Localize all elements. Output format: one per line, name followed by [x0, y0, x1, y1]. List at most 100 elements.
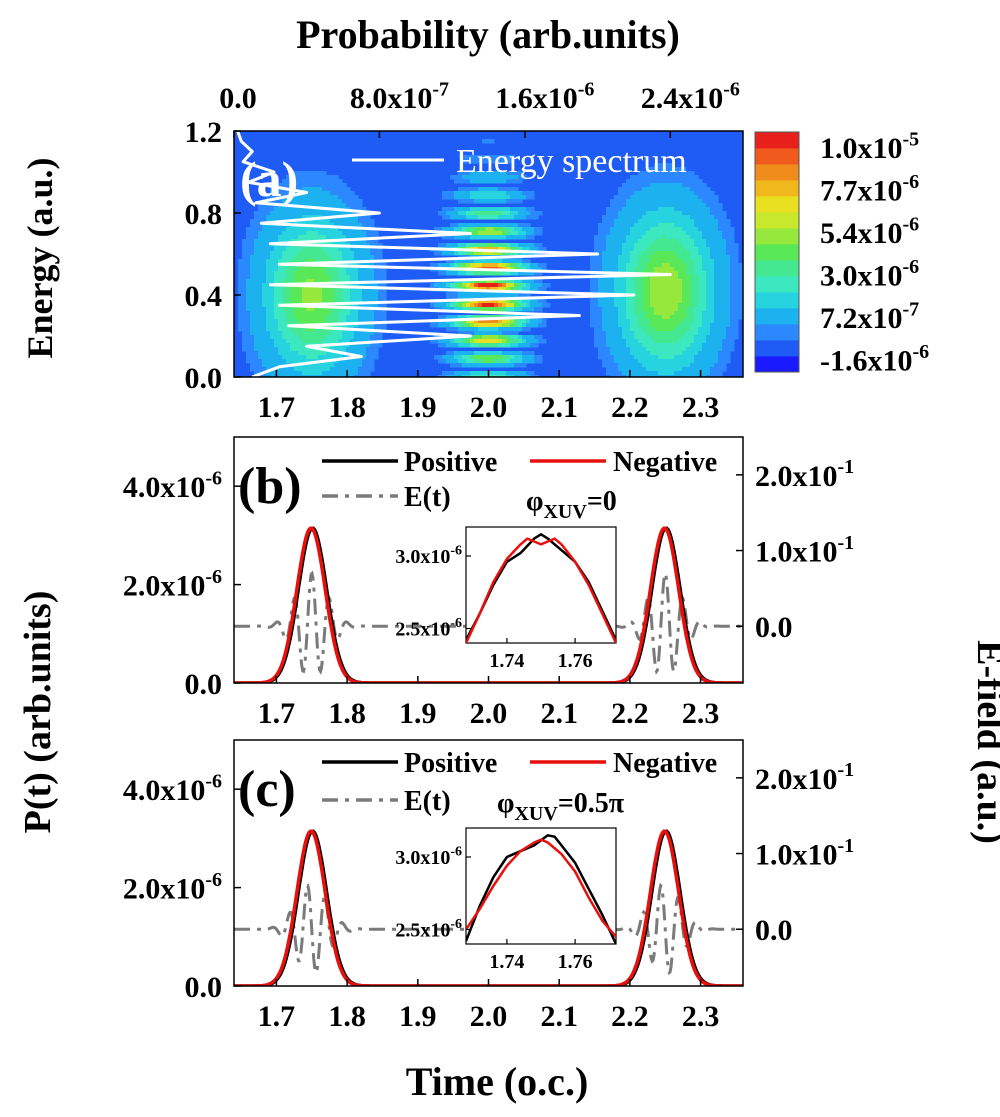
heatmap-cell [690, 299, 695, 304]
heatmap-cell [262, 347, 267, 352]
heatmap-cell [486, 295, 491, 300]
heatmap-cell [738, 299, 743, 304]
heatmap-cell [666, 179, 671, 184]
heatmap-cell [298, 267, 303, 272]
heatmap-cell [718, 267, 723, 272]
heatmap-cell [450, 343, 455, 348]
heatmap-cell [362, 271, 367, 276]
heatmap-cell [630, 355, 635, 360]
heatmap-cell [354, 367, 359, 372]
heatmap-cell [730, 231, 735, 236]
heatmap-cell [530, 355, 535, 360]
heatmap-cell [702, 239, 707, 244]
heatmap-cell [522, 351, 527, 356]
heatmap-cell [710, 271, 715, 276]
heatmap-cell [286, 339, 291, 344]
heatmap-cell [458, 271, 463, 276]
heatmap-cell [694, 179, 699, 184]
heatmap-cell [650, 323, 655, 328]
heatmap-cell [686, 303, 691, 308]
heatmap-cell [242, 259, 247, 264]
heatmap-cell [470, 207, 475, 212]
heatmap-cell [354, 303, 359, 308]
heatmap-cell [358, 291, 363, 296]
heatmap-cell [506, 195, 511, 200]
heatmap-cell [454, 323, 459, 328]
heatmap-cell [494, 199, 499, 204]
heatmap-cell [522, 259, 527, 264]
heatmap-cell [482, 323, 487, 328]
heatmap-cell [614, 231, 619, 236]
heatmap-cell [618, 227, 623, 232]
heatmap-cell [686, 215, 691, 220]
heatmap-cell [442, 371, 447, 376]
heatmap-cell [634, 327, 639, 332]
heatmap-cell [530, 215, 535, 220]
heatmap-cell [654, 183, 659, 188]
heatmap-cell [658, 267, 663, 272]
heatmap-cell [674, 359, 679, 364]
heatmap-cell [726, 259, 731, 264]
heatmap-cell [302, 363, 307, 368]
heatmap-cell [326, 351, 331, 356]
heatmap-cell [278, 247, 283, 252]
heatmap-cell [522, 227, 527, 232]
heatmap-cell [622, 331, 627, 336]
heatmap-cell [730, 247, 735, 252]
heatmap-cell [466, 371, 471, 376]
heatmap-cell [662, 179, 667, 184]
heatmap-cell [266, 195, 271, 200]
heatmap-cell [690, 235, 695, 240]
heatmap-cell [690, 283, 695, 288]
heatmap-cell [470, 295, 475, 300]
heatmap-cell [638, 303, 643, 308]
heatmap-cell [526, 351, 531, 356]
heatmap-cell [454, 243, 459, 248]
heatmap-cell [674, 207, 679, 212]
heatmap-cell [286, 231, 291, 236]
heatmap-cell [346, 223, 351, 228]
heatmap-cell [490, 155, 495, 160]
heatmap-cell [258, 359, 263, 364]
heatmap-cell [682, 351, 687, 356]
top-tick-label-a: 0.0 [219, 82, 257, 115]
heatmap-cell [642, 295, 647, 300]
heatmap-cell [626, 195, 631, 200]
heatmap-cell [618, 259, 623, 264]
heatmap-cell [694, 203, 699, 208]
heatmap-cell [294, 295, 299, 300]
heatmap-cell [634, 375, 639, 377]
heatmap-cell [506, 271, 511, 276]
heatmap-cell [318, 291, 323, 296]
heatmap-cell [454, 363, 459, 368]
heatmap-cell [482, 327, 487, 332]
heatmap-cell [334, 195, 339, 200]
heatmap-cell [678, 247, 683, 252]
heatmap-cell [250, 275, 255, 280]
heatmap-cell [714, 255, 719, 260]
heatmap-cell [478, 179, 483, 184]
heatmap-cell [350, 219, 355, 224]
heatmap-cell [650, 199, 655, 204]
heatmap-cell [610, 307, 615, 312]
heatmap-cell [494, 307, 499, 312]
heatmap-cell [318, 275, 323, 280]
heatmap-cell [334, 311, 339, 316]
heatmap-cell [522, 263, 527, 268]
heatmap-cell [354, 255, 359, 260]
heatmap-cell [682, 315, 687, 320]
heatmap-cell [626, 307, 631, 312]
heatmap-cell [502, 299, 507, 304]
heatmap-cell [642, 267, 647, 272]
heatmap-cell [298, 247, 303, 252]
heatmap-cell [546, 283, 551, 288]
heatmap-cell [470, 211, 475, 216]
heatmap-cell [250, 307, 255, 312]
heatmap-cell [662, 319, 667, 324]
heatmap-cell [518, 339, 523, 344]
heatmap-cell [650, 347, 655, 352]
heatmap-cell [654, 295, 659, 300]
heatmap-cell [678, 203, 683, 208]
heatmap-cell [598, 303, 603, 308]
heatmap-cell [594, 311, 599, 316]
